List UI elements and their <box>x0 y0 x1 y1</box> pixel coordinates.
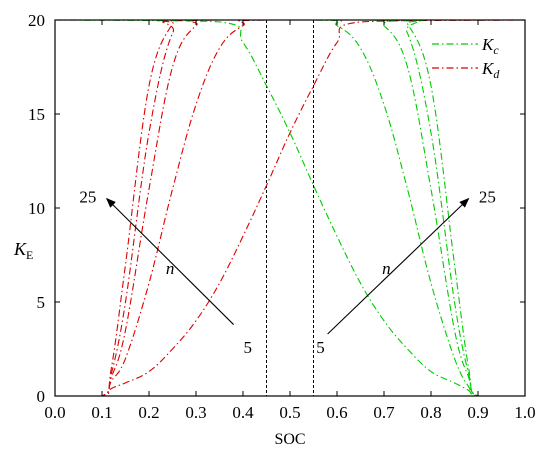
axis-ticks: 0.0 0.1 0.2 0.3 0.4 0.5 0.6 0.7 0.8 0.9 1.0 0 5 10 15 2… <box>28 11 536 422</box>
y-tick-label: 10 <box>28 199 45 218</box>
series-line-kd-n10 <box>55 19 525 397</box>
n-direction-arrow-2 <box>327 197 470 335</box>
n-direction-arrow-1 <box>105 197 234 325</box>
y-axis-title: KE <box>13 239 33 262</box>
x-tick-label: 0.6 <box>326 403 347 422</box>
x-tick-label: 0.7 <box>373 403 395 422</box>
y-tick-label: 5 <box>37 293 46 312</box>
series-line-kc-n20 <box>55 19 525 397</box>
annotation-label: 25 <box>479 187 496 206</box>
x-tick-label: 0.4 <box>232 403 254 422</box>
series-line-kd-n25 <box>55 19 525 397</box>
y-tick-label: 15 <box>28 105 45 124</box>
annotation-label: 5 <box>243 338 252 357</box>
x-tick-label: 0.5 <box>279 403 300 422</box>
y-tick-label: 20 <box>28 11 45 30</box>
y-axis-title-main: K <box>13 239 27 259</box>
plot-frame <box>54 19 526 397</box>
series-line-kd-n5 <box>55 19 525 397</box>
plot-content <box>55 19 525 397</box>
series-line-kc-n5 <box>55 19 525 397</box>
x-tick-label: 0.9 <box>467 403 488 422</box>
x-tick-label: 1.0 <box>514 403 535 422</box>
annotation-label: n <box>382 259 391 278</box>
series-line-kc-n10 <box>55 19 525 397</box>
series-line-kd-n20 <box>55 19 525 397</box>
x-axis-title: SOC <box>274 431 305 448</box>
x-tick-label: 0.1 <box>91 403 112 422</box>
x-tick-label: 0.8 <box>420 403 441 422</box>
x-tick-label: 0.0 <box>44 403 65 422</box>
x-tick-label: 0.3 <box>185 403 206 422</box>
x-tick-label: 0.2 <box>138 403 159 422</box>
legend-label: Kd <box>481 59 500 81</box>
annotation-label: 5 <box>316 338 325 357</box>
y-tick-label: 0 <box>37 387 46 406</box>
legend-label: Kc <box>481 35 499 57</box>
series-line-kc-n25 <box>55 19 525 397</box>
annotations: 25 n 5 5 n 25 <box>79 187 496 357</box>
y-axis-title-subscript: E <box>26 248 33 262</box>
series-line-kd-n15 <box>55 19 525 397</box>
series-line-kc-n15 <box>55 19 525 397</box>
annotation-label: 25 <box>79 187 96 206</box>
annotation-label: n <box>166 259 175 278</box>
